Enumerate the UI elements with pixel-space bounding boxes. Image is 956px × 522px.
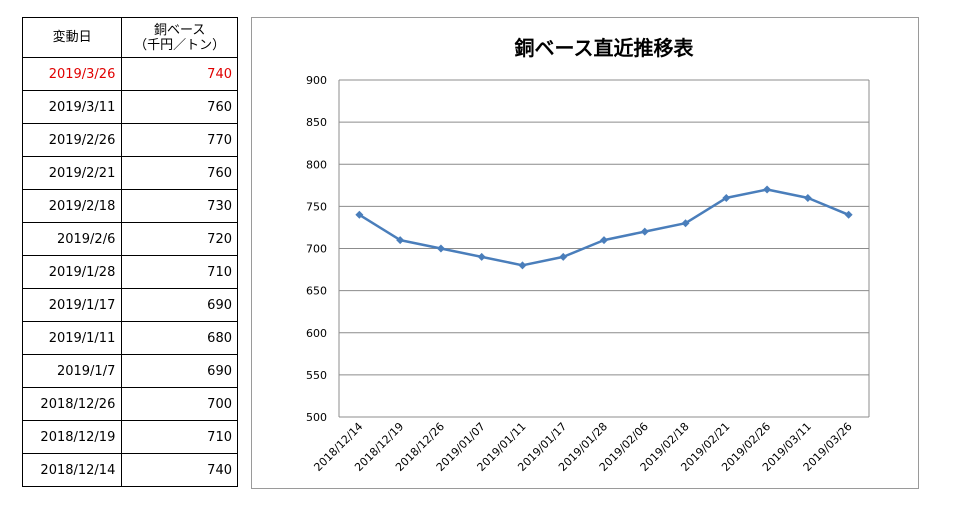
row-value: 690	[121, 354, 238, 388]
row-value: 680	[121, 321, 238, 355]
data-point	[436, 244, 445, 253]
row-date: 2019/2/21	[21, 156, 123, 190]
row-date: 2019/2/18	[21, 189, 123, 223]
y-tick-label: 650	[306, 285, 327, 298]
y-tick-label: 900	[306, 74, 327, 87]
table-row: 2019/2/6 720	[21, 222, 238, 256]
y-tick-label: 500	[306, 411, 327, 424]
table-row: 2018/12/14 740	[21, 453, 238, 487]
row-value: 690	[121, 288, 238, 322]
row-value: 720	[121, 222, 238, 256]
row-value: 760	[121, 90, 238, 124]
table-row: 2019/2/18 730	[21, 189, 238, 223]
y-tick-label: 700	[306, 243, 327, 256]
table-row: 2018/12/26 700	[21, 387, 238, 421]
y-tick-label: 850	[306, 116, 327, 129]
row-date: 2019/1/11	[21, 321, 123, 355]
chart-area: 銅ベース直近推移表 500 550 600 650 700 750 800 850 900 2018…	[251, 17, 919, 489]
row-date: 2018/12/14	[21, 453, 123, 487]
table-header-row: 変動日 銅ベース （千円／トン）	[21, 17, 238, 58]
copper-base-chart: 銅ベース直近推移表5005506006507007508008509002018…	[306, 36, 870, 474]
data-point	[559, 252, 568, 261]
data-point	[722, 193, 731, 202]
header-value: 銅ベース （千円／トン）	[121, 17, 238, 58]
data-point	[844, 210, 853, 219]
data-point	[803, 193, 812, 202]
y-tick-label: 600	[306, 327, 327, 340]
row-date: 2018/12/26	[21, 387, 123, 421]
row-value: 730	[121, 189, 238, 223]
row-value: 710	[121, 255, 238, 289]
row-date: 2019/2/26	[21, 123, 123, 157]
table-row: 2019/1/28 710	[21, 255, 238, 289]
y-tick-label: 800	[306, 158, 327, 171]
table-row: 2019/3/26 740	[21, 57, 238, 91]
header-date: 変動日	[21, 17, 123, 58]
table-row: 2018/12/19 710	[21, 420, 238, 454]
row-value: 760	[121, 156, 238, 190]
data-point	[355, 210, 364, 219]
copper-base-table: 変動日 銅ベース （千円／トン） 2019/3/26 740 2019/3/11 76…	[21, 17, 238, 487]
header-value-line1: 銅ベース	[154, 22, 206, 38]
row-value: 770	[121, 123, 238, 157]
y-tick-label: 750	[306, 200, 327, 213]
row-value: 740	[121, 453, 238, 487]
data-point	[600, 236, 608, 245]
table-row: 2019/1/7 690	[21, 354, 238, 388]
row-date: 2018/12/19	[21, 420, 123, 454]
data-point	[681, 219, 690, 228]
table-row: 2019/1/17 690	[21, 288, 238, 322]
row-value: 700	[121, 387, 238, 421]
data-point	[640, 227, 649, 236]
table-row: 2019/3/11 760	[21, 90, 238, 124]
table-row: 2019/2/26 770	[21, 123, 238, 157]
row-date: 2019/1/7	[21, 354, 123, 388]
row-date: 2019/3/26	[21, 57, 123, 91]
data-point	[518, 261, 527, 270]
table-row: 2019/1/11 680	[21, 321, 238, 355]
row-date: 2019/3/11	[21, 90, 123, 124]
chart-title: 銅ベース直近推移表	[515, 36, 695, 60]
row-date: 2019/1/28	[21, 255, 123, 289]
row-value: 710	[121, 420, 238, 454]
row-date: 2019/2/6	[21, 222, 123, 256]
data-point	[396, 236, 405, 245]
row-date: 2019/1/17	[21, 288, 123, 322]
data-point	[763, 185, 772, 194]
data-point	[477, 252, 486, 261]
row-value: 740	[121, 57, 238, 91]
table-row: 2019/2/21 760	[21, 156, 238, 190]
series-line	[358, 188, 850, 267]
header-value-line2: （千円／トン）	[134, 37, 226, 53]
y-tick-label: 550	[306, 369, 327, 382]
